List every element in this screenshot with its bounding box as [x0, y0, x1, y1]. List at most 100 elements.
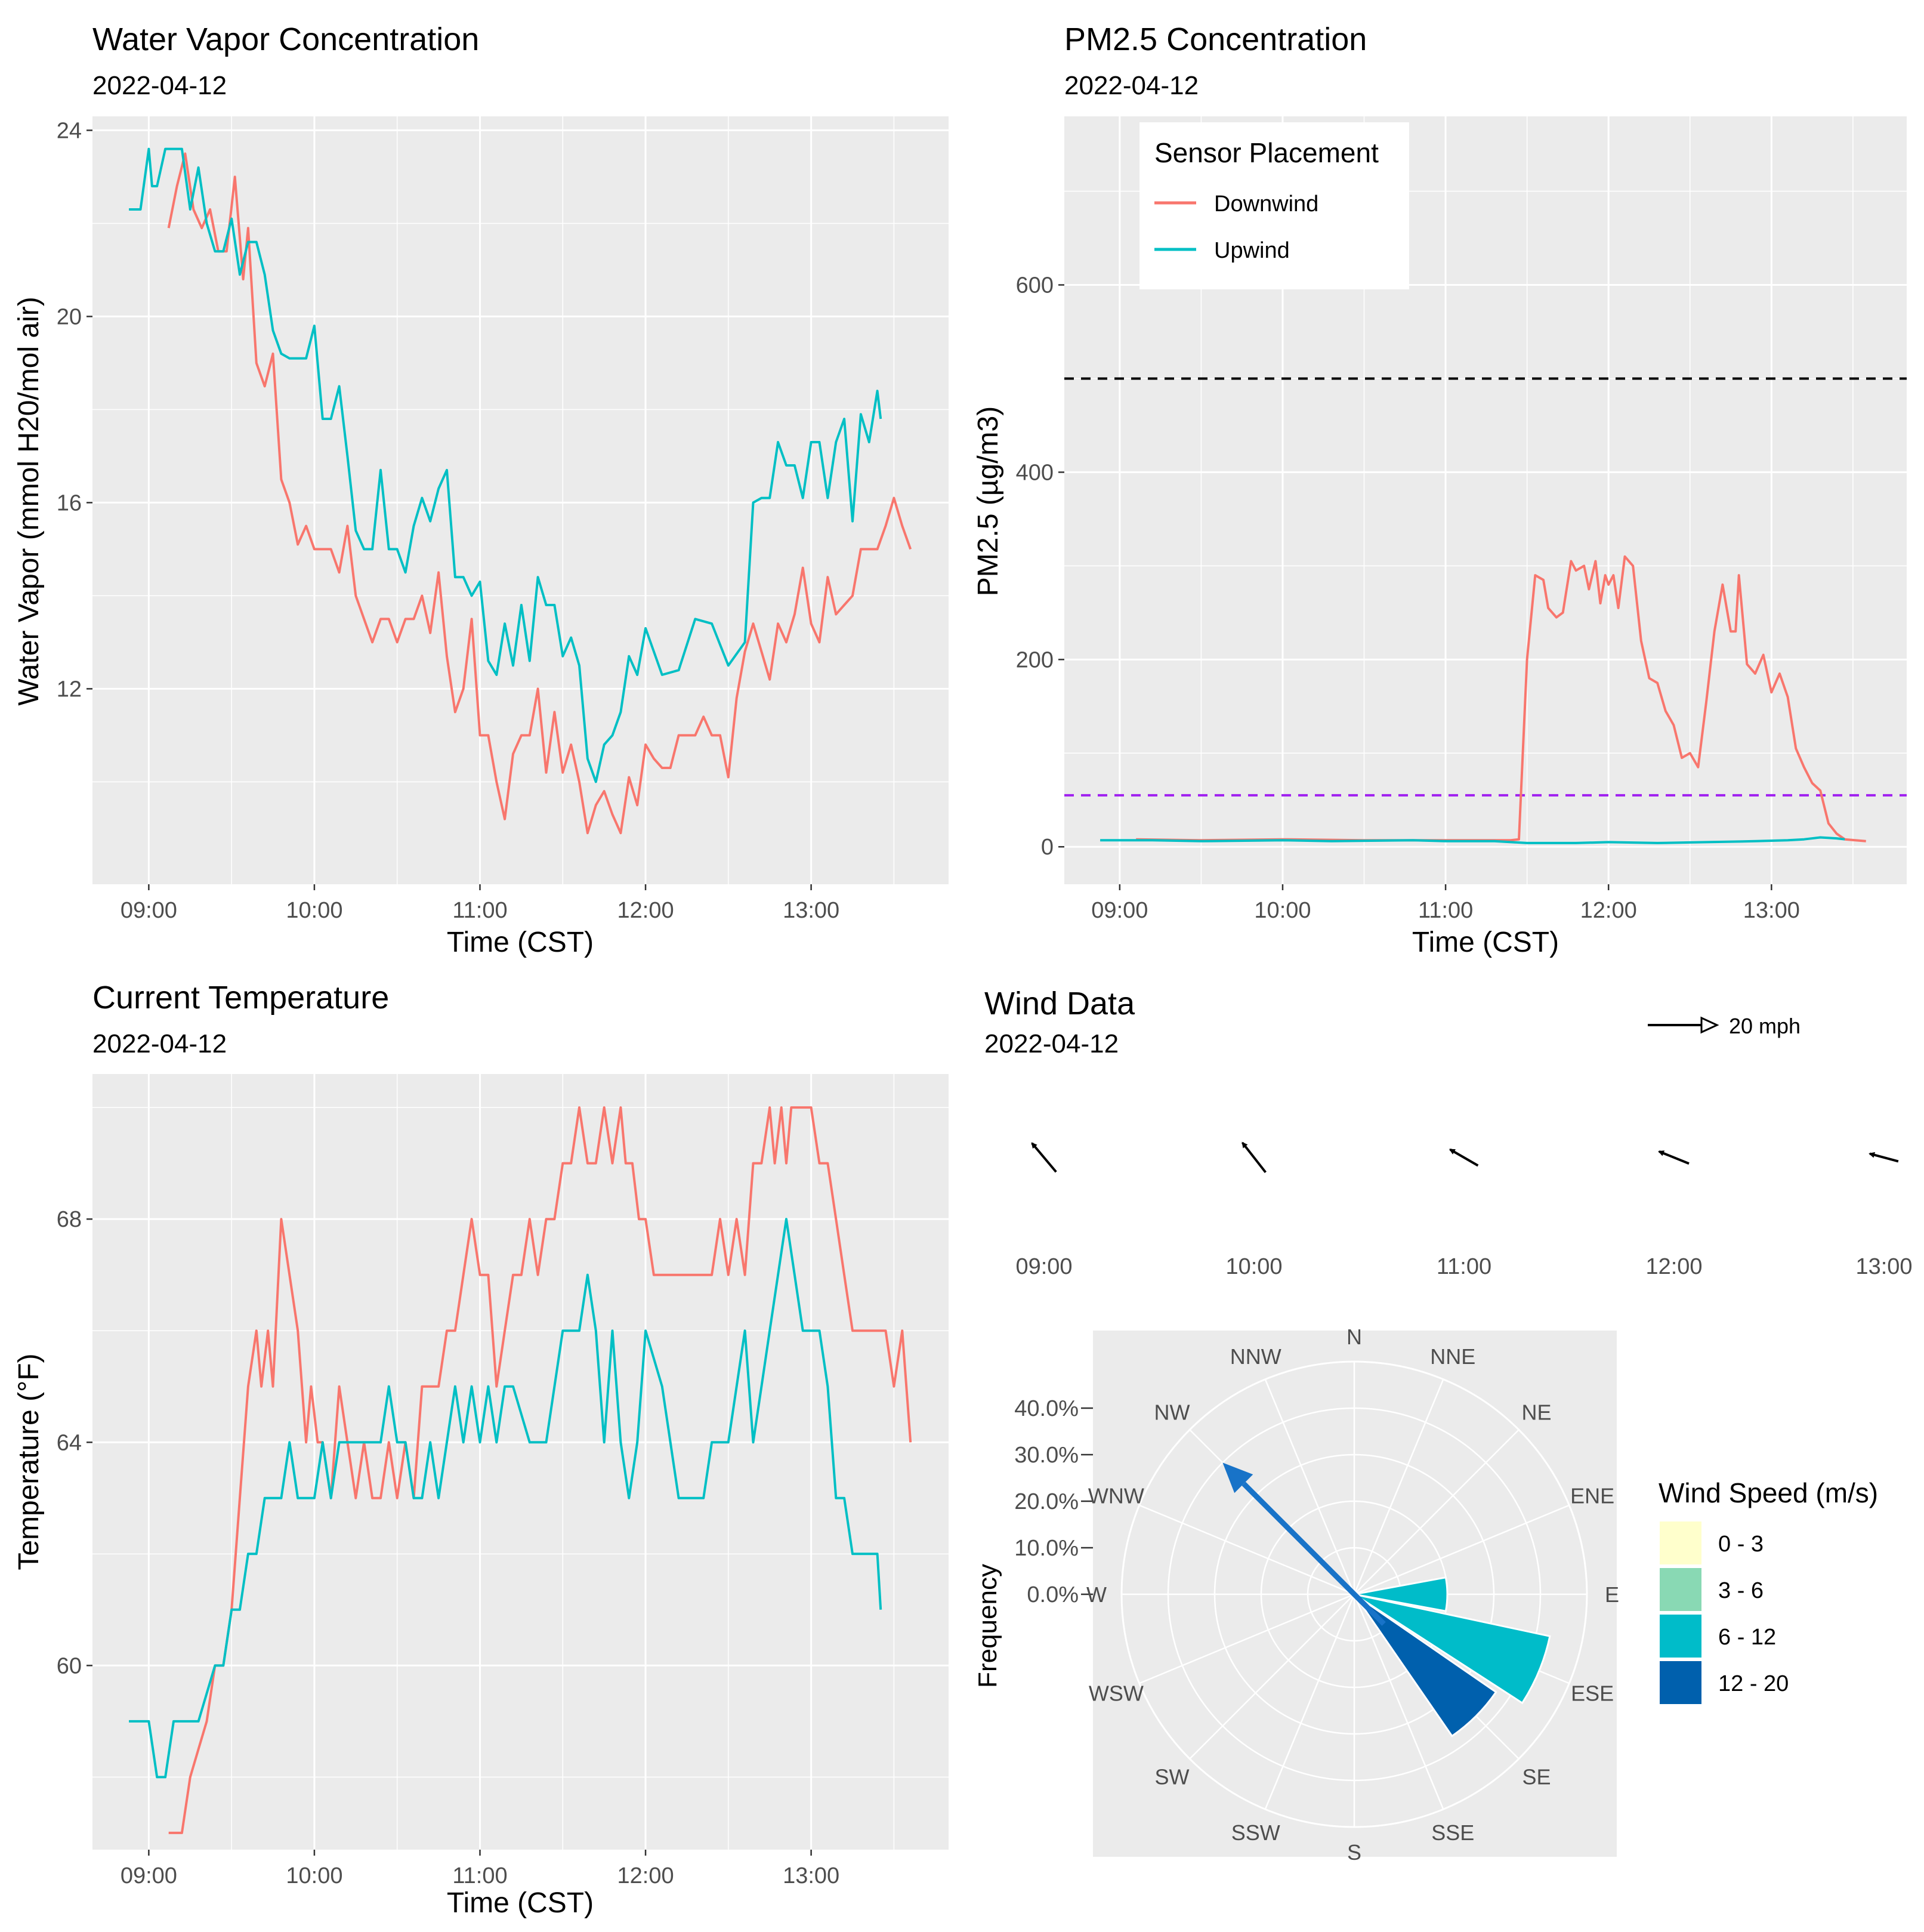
water-vapor-plot: 09:00 10:00 11:00 12:00 13:00 12 16 20 24	[57, 116, 949, 923]
temperature-xlabel: Time (CST)	[447, 1887, 594, 1919]
rose-spoke	[1353, 1594, 1444, 1810]
series-line-downwind	[168, 1106, 912, 1834]
rose-direction-label: SSW	[1231, 1820, 1280, 1845]
rose-direction-label: ESE	[1571, 1681, 1614, 1705]
rose-mean-arrow-shaft	[1242, 1482, 1386, 1626]
wind-arrow	[1031, 1142, 1057, 1173]
wind-arrow	[1658, 1150, 1690, 1165]
x-tick-label: 12:00	[617, 898, 674, 923]
wind-time-label: 12:00	[1645, 1254, 1702, 1279]
rose-spoke	[1354, 1429, 1520, 1595]
y-tick-label: 16	[57, 490, 82, 516]
rose-direction-label: SW	[1155, 1765, 1190, 1789]
rose-direction-label: N	[1347, 1325, 1362, 1349]
series-line-downwind	[167, 152, 912, 835]
wind-legend-label: 12 - 20	[1718, 1671, 1789, 1696]
rose-mean-arrow-head	[1222, 1462, 1253, 1493]
x-tick-label: 10:00	[286, 1863, 342, 1888]
pm25-ylabel: PM2.5 (µg/m3)	[972, 406, 1004, 596]
rose-direction-label: ENE	[1570, 1484, 1614, 1508]
x-tick-label: 10:00	[1254, 898, 1311, 923]
wind-scale-label: 20 mph	[1729, 1014, 1801, 1038]
x-tick-label: 10:00	[286, 898, 342, 923]
x-tick-label: 12:00	[1580, 898, 1637, 923]
rose-spoke	[1189, 1594, 1355, 1760]
wind-legend-key	[1660, 1521, 1701, 1564]
x-tick-label: 13:00	[783, 1863, 839, 1888]
wind-speed-legend: Wind Speed (m/s) 0 - 3 3 - 6 6 - 12 12 - 20	[1659, 1477, 1878, 1704]
legend-title: Sensor Placement	[1154, 137, 1379, 168]
rose-radial-tick-label: 10.0%	[1014, 1536, 1079, 1561]
rose-radial-tick-label: 20.0%	[1014, 1489, 1079, 1514]
x-tick-label: 13:00	[1743, 898, 1800, 923]
wind-time-label: 10:00	[1225, 1254, 1282, 1279]
plot-background	[92, 1074, 949, 1850]
y-tick-label: 400	[1016, 460, 1054, 485]
rose-direction-label: NNE	[1430, 1344, 1475, 1369]
wind-scale-arrow-icon	[1700, 1016, 1719, 1034]
rose-direction-label: WSW	[1089, 1681, 1144, 1705]
rose-direction-label: NW	[1154, 1400, 1190, 1425]
y-tick-label: 24	[57, 118, 82, 143]
rose-direction-label: NE	[1521, 1400, 1551, 1425]
x-tick-label: 11:00	[452, 898, 507, 923]
wind-legend-label: 6 - 12	[1718, 1625, 1776, 1650]
rose-radial-tick-label: 40.0%	[1014, 1396, 1079, 1421]
y-tick-label: 68	[57, 1207, 82, 1232]
y-tick-label: 600	[1016, 273, 1054, 298]
wind-arrow	[1869, 1152, 1899, 1163]
water-vapor-ylabel: Water Vapor (mmol H20/mol air)	[13, 297, 45, 705]
wind-legend-key	[1660, 1568, 1701, 1611]
pm25-legend: Sensor Placement Downwind Upwind	[1139, 122, 1409, 289]
x-tick-label: 11:00	[1418, 898, 1473, 923]
rose-direction-label: NNW	[1230, 1344, 1281, 1369]
water-vapor-subtitle: 2022-04-12	[92, 71, 227, 100]
y-tick-label: 0	[1041, 835, 1054, 860]
y-tick-label: 64	[57, 1430, 82, 1455]
x-tick-label: 09:00	[121, 1863, 177, 1888]
plot-background	[92, 116, 949, 884]
wind-legend-label: 3 - 6	[1718, 1578, 1764, 1603]
wind-legend-key	[1660, 1661, 1701, 1704]
y-tick-label: 60	[57, 1653, 82, 1678]
rose-radial-tick-label: 30.0%	[1014, 1443, 1079, 1468]
series-line-upwind	[129, 147, 882, 783]
rose-spoke	[1264, 1379, 1355, 1595]
x-tick-label: 13:00	[783, 898, 839, 923]
rose-direction-label: SSE	[1431, 1820, 1474, 1845]
wind-arrows: 09:00 10:00 11:00 12:00 13:00	[1015, 1141, 1913, 1279]
rose-direction-label: S	[1347, 1840, 1361, 1865]
pm25-title: PM2.5 Concentration	[1064, 21, 1367, 57]
water-vapor-xlabel: Time (CST)	[447, 927, 594, 958]
temperature-title: Current Temperature	[92, 980, 389, 1016]
wind-legend-label: 0 - 3	[1718, 1532, 1764, 1557]
wind-title: Wind Data	[984, 986, 1135, 1021]
water-vapor-panel: Water Vapor Concentration 2022-04-12 09:…	[13, 21, 949, 958]
temperature-ylabel: Temperature (°F)	[13, 1353, 45, 1570]
rose-direction-label: SE	[1522, 1765, 1551, 1789]
wind-scale-key: 20 mph	[1648, 1014, 1801, 1038]
wind-time-label: 11:00	[1437, 1254, 1491, 1279]
water-vapor-title: Water Vapor Concentration	[92, 21, 479, 57]
rose-direction-label: E	[1605, 1582, 1619, 1607]
rose-spoke	[1353, 1379, 1444, 1595]
wind-rose-ylabel: Frequency	[973, 1564, 1002, 1688]
series-line-downwind	[1136, 555, 1866, 842]
x-tick-label: 09:00	[1091, 898, 1148, 923]
wind-legend-key	[1660, 1615, 1701, 1658]
legend-label-downwind: Downwind	[1214, 192, 1318, 217]
wind-legend-items: 0 - 3 3 - 6 6 - 12 12 - 20	[1660, 1521, 1789, 1704]
rose-bar-ese	[1354, 1593, 1551, 1705]
pm25-xlabel: Time (CST)	[1412, 927, 1559, 958]
legend-box	[1139, 122, 1409, 289]
temperature-plot: 09:00 10:00 11:00 12:00 13:00 60 64 68	[57, 1074, 949, 1888]
wind-arrow	[1242, 1141, 1267, 1174]
legend-label-upwind: Upwind	[1214, 238, 1290, 263]
rose-spoke	[1139, 1504, 1355, 1595]
series-line-upwind	[129, 1218, 882, 1779]
rose-radial-tick-label: 0.0%	[1027, 1582, 1079, 1607]
y-tick-label: 20	[57, 304, 82, 329]
series-line-upwind	[1100, 836, 1845, 844]
wind-arrow	[1449, 1148, 1479, 1167]
